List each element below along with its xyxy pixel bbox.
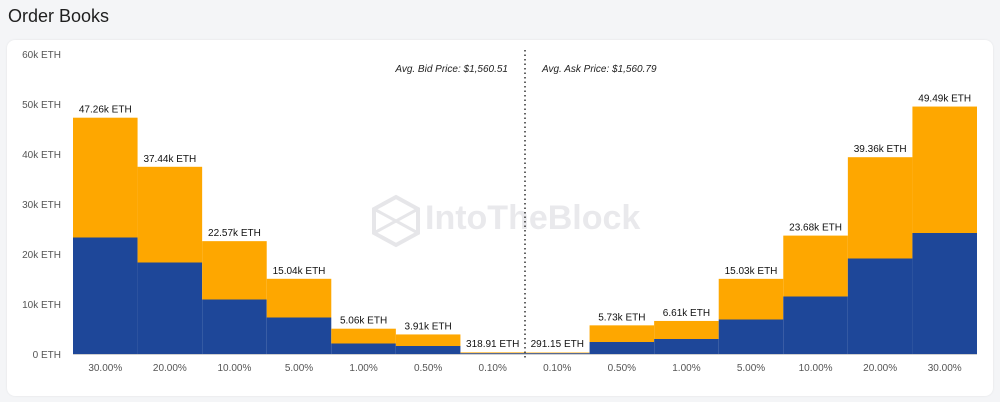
bar-value-label: 22.57k ETH (208, 228, 261, 239)
ask-bar-outer (847, 157, 913, 259)
y-tick-label: 40k ETH (22, 150, 61, 161)
bar-value-label: 6.61k ETH (663, 308, 710, 319)
ask-bar-outer (589, 325, 655, 342)
avg-ask-label: Avg. Ask Price: $1,560.79 (541, 64, 657, 75)
ask-bar-outer (912, 106, 977, 233)
x-tick-label: 10.00% (217, 363, 251, 374)
bid-bar-inner (331, 343, 396, 354)
bar-value-label: 15.03k ETH (725, 266, 778, 277)
bars (73, 106, 977, 354)
ask-bar-inner (718, 319, 784, 354)
y-axis: 0 ETH 10k ETH 20k ETH 30k ETH 40k ETH 50k ETH… (22, 50, 61, 361)
x-tick-label: 30.00% (88, 363, 122, 374)
watermark-text: IntoTheBlock (425, 199, 640, 237)
bid-bar-inner (202, 299, 267, 354)
ask-bar-outer (718, 278, 784, 320)
x-tick-label: 20.00% (863, 363, 897, 374)
y-tick-label: 20k ETH (22, 250, 61, 261)
x-tick-label: 1.00% (349, 363, 377, 374)
x-axis: 30.00% 20.00% 10.00% 5.00% 1.00% 0.50% 0.10% 0.… (73, 354, 977, 374)
ask-bar-inner (912, 233, 977, 354)
bid-bar-outer (202, 241, 267, 300)
bar-value-label: 23.68k ETH (789, 223, 842, 234)
y-tick-label: 30k ETH (22, 200, 61, 211)
bar-value-label: 39.36k ETH (854, 144, 907, 155)
x-tick-label: 1.00% (672, 363, 700, 374)
x-tick-label: 5.00% (285, 363, 313, 374)
x-tick-label: 10.00% (799, 363, 833, 374)
ask-bar-inner (783, 296, 848, 354)
x-tick-label: 0.10% (479, 363, 507, 374)
x-tick-label: 0.50% (414, 363, 442, 374)
bid-bar-outer (137, 166, 203, 263)
ask-bar-outer (783, 235, 848, 297)
bar-value-label: 5.06k ETH (340, 316, 387, 327)
avg-bid-label: Avg. Bid Price: $1,560.51 (394, 64, 508, 75)
ask-bar-inner (847, 258, 913, 354)
bar-value-label: 47.26k ETH (79, 105, 132, 116)
bid-bar-outer (73, 117, 138, 238)
y-tick-label: 60k ETH (22, 50, 61, 61)
x-tick-label: 0.50% (608, 363, 636, 374)
ask-bar-inner (589, 342, 655, 354)
bar-value-label: 291.15 ETH (531, 339, 584, 350)
y-tick-label: 0 ETH (33, 350, 61, 361)
ask-bar-inner (525, 353, 590, 354)
page-title: Order Books (8, 6, 110, 26)
ask-bar-outer (525, 352, 590, 354)
order-books-chart: IntoTheBlock 0 ETH 10k ETH 20k ETH 30k ETH 4… (22, 50, 977, 374)
bid-bar-outer (460, 352, 525, 354)
bar-value-label: 49.49k ETH (918, 94, 971, 105)
bar-value-label: 37.44k ETH (143, 154, 196, 165)
x-tick-label: 20.00% (153, 363, 187, 374)
ask-bar-outer (654, 320, 719, 339)
bar-value-label: 318.91 ETH (466, 339, 519, 350)
order-books-card: IntoTheBlock 0 ETH 10k ETH 20k ETH 30k ETH 4… (7, 40, 993, 396)
logo-icon (372, 194, 420, 248)
bid-bar-outer (266, 278, 332, 318)
bar-value-label: 15.04k ETH (273, 266, 326, 277)
bar-value-label: 5.73k ETH (598, 312, 645, 323)
watermark: IntoTheBlock (372, 194, 640, 248)
bar-value-label: 3.91k ETH (405, 321, 452, 332)
bid-bar-inner (73, 237, 138, 354)
bid-bar-outer (395, 334, 461, 346)
y-tick-label: 10k ETH (22, 300, 61, 311)
bid-bar-inner (266, 317, 332, 354)
y-tick-label: 50k ETH (22, 100, 61, 111)
bid-bar-inner (395, 346, 461, 354)
ask-bar-inner (654, 339, 719, 354)
bid-bar-inner (460, 353, 525, 354)
x-tick-label: 30.00% (928, 363, 962, 374)
bid-bar-outer (331, 328, 396, 344)
x-tick-label: 0.10% (543, 363, 571, 374)
bar-labels: 47.26k ETH 37.44k ETH 22.57k ETH 15.04k ETH… (79, 94, 971, 350)
bid-bar-inner (137, 262, 203, 354)
x-tick-label: 5.00% (737, 363, 765, 374)
